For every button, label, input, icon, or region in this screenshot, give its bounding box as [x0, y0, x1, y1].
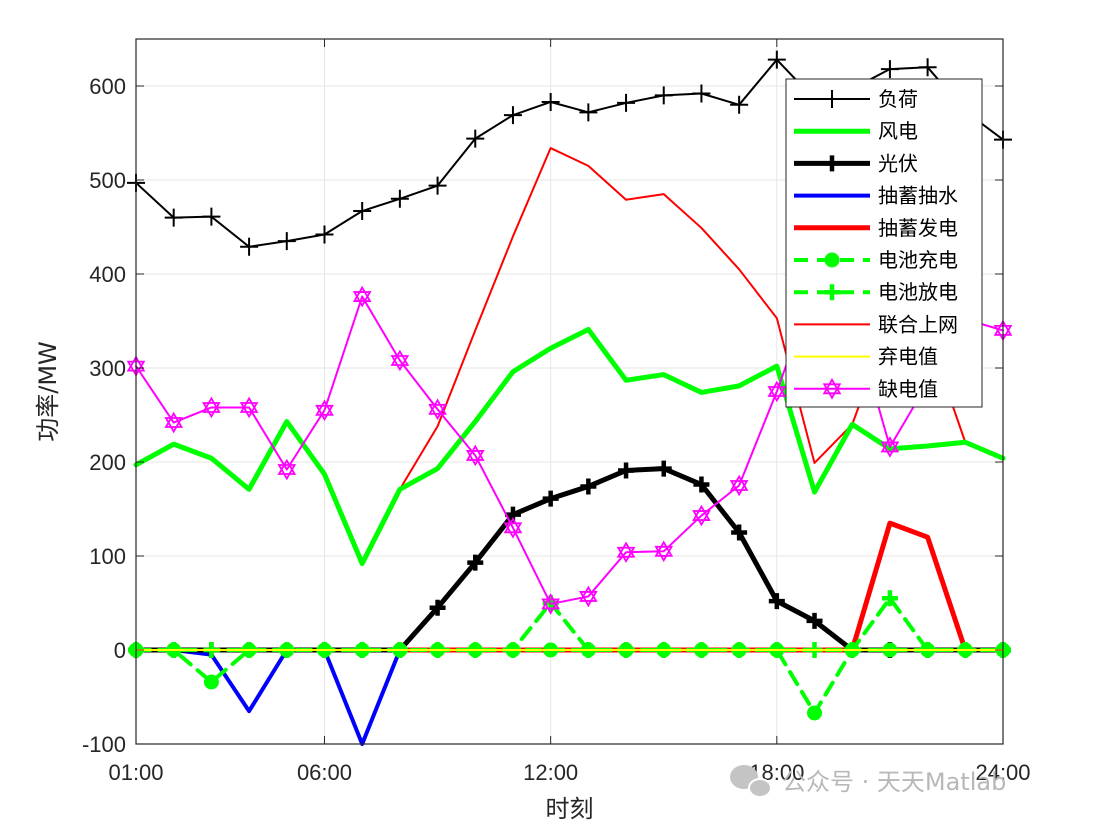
x-tick-label: 24:00	[975, 760, 1030, 785]
legend-marker	[822, 377, 842, 400]
legend-item: 负荷	[794, 87, 918, 111]
legend-item: 电池放电	[794, 280, 958, 304]
y-tick-label: 400	[89, 262, 126, 287]
data-point	[541, 92, 560, 111]
data-point	[164, 411, 184, 434]
data-point	[731, 524, 748, 541]
data-point	[654, 86, 673, 105]
data-point	[578, 585, 598, 608]
data-point	[429, 599, 446, 616]
data-point	[465, 444, 485, 467]
data-point	[503, 517, 523, 539]
legend-item: 风电	[794, 119, 918, 143]
series-1	[133, 326, 1006, 567]
data-point	[277, 458, 297, 481]
data-point	[579, 103, 598, 122]
legend-item: 电池充电	[794, 248, 958, 272]
legend-label: 弃电值	[878, 345, 938, 369]
data-point	[315, 399, 334, 422]
y-tick-label: -100	[82, 732, 126, 757]
data-point	[503, 106, 522, 125]
data-point	[277, 232, 296, 251]
data-point	[352, 285, 372, 308]
data-point	[542, 490, 559, 507]
data-point	[202, 396, 221, 419]
data-point	[918, 58, 937, 77]
legend-label: 负荷	[878, 87, 918, 111]
data-point	[467, 554, 484, 571]
y-tick-label: 100	[89, 544, 126, 569]
watermark-text: 公众号 · 天天Matlab	[782, 768, 1006, 796]
x-tick-label: 01:00	[108, 760, 163, 785]
data-point	[692, 504, 711, 527]
data-point	[806, 612, 823, 629]
data-point	[880, 60, 899, 79]
data-point	[390, 349, 410, 372]
legend-label: 电池充电	[878, 248, 958, 272]
data-point	[428, 176, 447, 195]
y-tick-label: 600	[89, 74, 126, 99]
legend-label: 风电	[878, 119, 918, 143]
data-point	[616, 541, 636, 564]
y-tick-label: 0	[114, 638, 126, 663]
y-tick-label: 500	[89, 168, 126, 193]
x-tick-label: 06:00	[297, 760, 352, 785]
data-point	[767, 380, 787, 403]
legend-label: 联合上网	[878, 312, 958, 336]
legend-item: 光伏	[794, 151, 918, 175]
data-point	[693, 476, 710, 493]
x-axis-label: 时刻	[546, 795, 594, 823]
legend-marker	[824, 284, 840, 301]
x-tick-label: 12:00	[523, 760, 578, 785]
data-point	[202, 207, 221, 226]
y-tick-label: 200	[89, 450, 126, 475]
data-point	[353, 202, 372, 221]
data-point	[767, 50, 786, 69]
y-tick-label: 300	[89, 356, 126, 381]
data-point	[729, 474, 749, 497]
data-point	[730, 95, 749, 114]
legend-marker	[824, 155, 840, 172]
data-point	[617, 93, 636, 112]
data-point	[692, 84, 711, 103]
legend-item: 抽蓄抽水	[794, 184, 958, 208]
legend-item: 弃电值	[794, 345, 938, 369]
legend-item: 缺电值	[794, 377, 938, 401]
legend-label: 抽蓄抽水	[878, 184, 958, 208]
legend-label: 抽蓄发电	[878, 216, 958, 240]
data-point	[315, 225, 334, 244]
data-point	[768, 593, 785, 610]
legend-item: 抽蓄发电	[794, 216, 958, 240]
data-point	[807, 705, 823, 721]
data-point	[655, 460, 672, 477]
data-point	[466, 129, 485, 148]
legend-item: 联合上网	[794, 312, 958, 336]
data-point	[541, 593, 561, 615]
legend-marker	[823, 90, 841, 108]
data-point	[881, 590, 898, 607]
data-point	[580, 478, 597, 495]
data-point	[390, 189, 409, 208]
legend-label: 光伏	[878, 151, 918, 175]
data-point	[654, 540, 674, 563]
data-point	[618, 462, 635, 479]
watermark: 公众号 · 天天Matlab	[730, 765, 1006, 798]
series-line	[133, 326, 1006, 567]
data-point	[428, 398, 447, 421]
data-point	[880, 436, 900, 458]
legend-label: 电池放电	[878, 280, 958, 304]
data-point	[239, 396, 259, 419]
axes-box	[135, 38, 1004, 745]
y-axis-label: 功率/MW	[34, 341, 62, 442]
wechat-icon	[730, 765, 772, 798]
data-point	[240, 237, 259, 256]
data-point	[164, 208, 183, 227]
legend-label: 缺电值	[878, 377, 938, 401]
data-point	[203, 674, 219, 690]
legend-marker	[824, 252, 840, 268]
